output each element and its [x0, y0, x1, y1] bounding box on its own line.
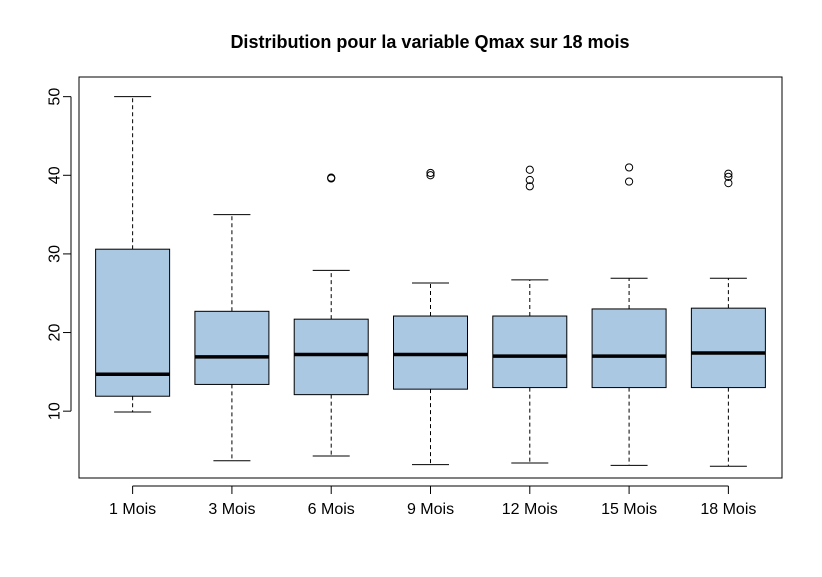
x-tick-label: 3 Mois — [208, 501, 255, 518]
box-2 — [194, 214, 270, 462]
box-3 — [293, 173, 369, 457]
y-tick-label: 30 — [47, 245, 64, 263]
outlier-point — [724, 172, 733, 181]
x-tick-label: 9 Mois — [407, 501, 454, 518]
x-axis: 1 Mois 3 Mois 6 Mois 9 Mois 12 Mois 15 Mois 18… — [109, 485, 756, 518]
box-7 — [690, 169, 766, 467]
outlier-point — [724, 169, 733, 178]
iqr-box — [293, 318, 369, 396]
y-tick-label: 10 — [47, 402, 64, 420]
iqr-box — [690, 307, 766, 389]
x-tick-label: 6 Mois — [308, 501, 355, 518]
y-axis: 10 20 30 40 50 — [47, 88, 72, 420]
chart-title: Distribution pour la variable Qmax sur 1… — [230, 32, 629, 52]
outlier-point — [525, 182, 534, 191]
outlier-point — [624, 163, 634, 172]
y-tick-label: 20 — [47, 324, 64, 342]
outlier-point — [724, 179, 733, 188]
iqr-box — [95, 248, 171, 397]
outlier-point — [426, 168, 435, 178]
y-tick-label: 40 — [47, 166, 64, 184]
box-1 — [95, 96, 171, 413]
iqr-box — [591, 308, 667, 389]
box-5 — [492, 165, 568, 464]
plot-frame — [78, 76, 783, 479]
x-tick-label: 15 Mois — [601, 501, 657, 518]
x-tick-label: 18 Mois — [700, 501, 756, 518]
outlier-point — [525, 165, 534, 174]
y-tick-label: 50 — [47, 88, 64, 106]
iqr-box — [393, 315, 468, 390]
outlier-point — [624, 177, 634, 186]
x-tick-label: 1 Mois — [109, 501, 156, 518]
x-tick-label: 12 Mois — [502, 501, 558, 518]
iqr-box — [492, 315, 568, 389]
box-6 — [591, 163, 667, 466]
box-4 — [393, 168, 468, 466]
outlier-point — [426, 171, 435, 180]
outlier-point — [525, 175, 534, 185]
iqr-box — [194, 310, 270, 385]
outlier-point — [327, 173, 336, 182]
box-series — [95, 96, 766, 467]
